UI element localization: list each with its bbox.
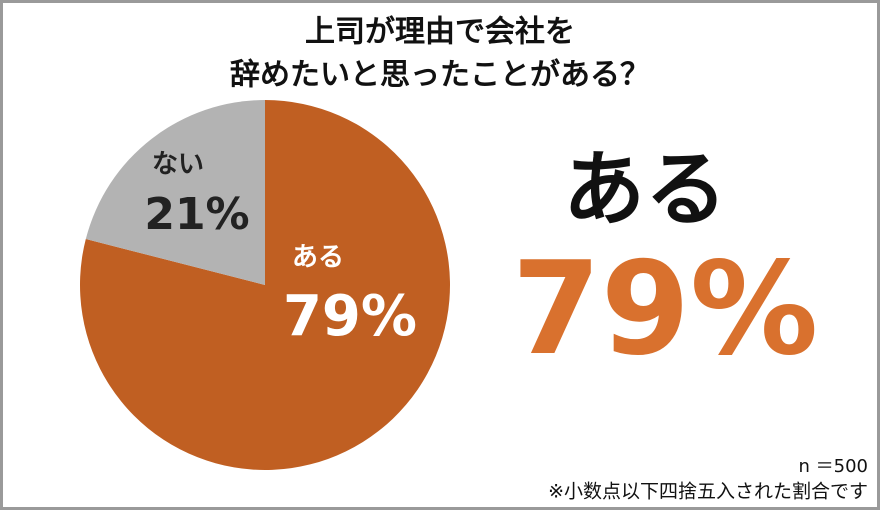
title-line: 上司が理由で会社を: [305, 15, 575, 50]
pie-slice: [79, 100, 450, 471]
callout-label: ある: [563, 142, 727, 237]
callout-value: 79%: [512, 235, 818, 384]
title-line: 辞めたいと思ったことがある？: [230, 58, 650, 93]
slice-value: 79%: [283, 284, 417, 349]
pie: ある 79% ない 21%: [79, 100, 450, 471]
sample-size: n ＝500: [799, 456, 869, 477]
slice-value: 21%: [144, 189, 249, 240]
pie-slice: [85, 100, 265, 285]
slice-label: ある: [292, 243, 344, 273]
footnote: ※小数点以下四捨五入された割合です: [548, 481, 868, 503]
slice-label: ない: [152, 150, 204, 180]
